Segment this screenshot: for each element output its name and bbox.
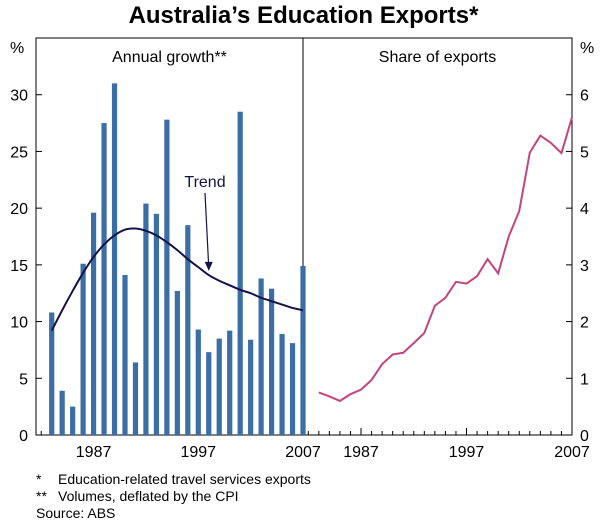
left-x-tick-label: 1997 <box>180 444 216 461</box>
growth-bar <box>49 312 55 435</box>
growth-bar <box>80 263 86 435</box>
footnote-1-mark: * <box>36 471 42 487</box>
left-y-tick-label: 30 <box>10 88 28 105</box>
right-y-tick-label: 1 <box>580 371 589 388</box>
right-x-tick-label: 2007 <box>554 444 590 461</box>
growth-bar <box>111 83 118 435</box>
footnote-2: ** Volumes, deflated by the CPI <box>36 488 311 505</box>
lines-layer <box>50 117 573 403</box>
growth-bar <box>248 339 254 435</box>
left-y-tick-label: 10 <box>10 315 28 332</box>
growth-bar <box>279 334 285 435</box>
bars-layer <box>49 83 306 436</box>
left-x-tick-label: 2007 <box>285 444 321 461</box>
source-text: Source: ABS <box>36 505 116 521</box>
left-y-tick-label: 5 <box>19 371 28 388</box>
right-y-tick-label: 6 <box>580 88 589 105</box>
growth-bar <box>216 338 222 435</box>
source-note: Source: ABS <box>36 505 311 522</box>
footnote-2-text: Volumes, deflated by the CPI <box>58 488 239 504</box>
growth-bar <box>258 278 264 435</box>
footnote-1-text: Education-related travel services export… <box>58 471 311 487</box>
left-x-tick-label: 1987 <box>76 444 112 461</box>
left-y-tick-label: 20 <box>10 201 28 218</box>
labels-layer: 0 5 10 15 20 25 30% 0 1 2 3 4 5 6% 1987 1997 2007 1987 199… <box>10 40 594 461</box>
growth-bar <box>153 213 160 435</box>
growth-bar <box>289 343 296 435</box>
left-panel-title: Annual growth** <box>112 49 227 66</box>
trend-arrow-shaft <box>204 192 210 268</box>
right-y-tick-label: 3 <box>580 258 589 275</box>
left-y-tick-label: 0 <box>19 428 28 445</box>
growth-bar <box>185 225 191 435</box>
growth-bar <box>70 406 76 435</box>
growth-bar <box>164 119 170 435</box>
chart-title: Australia’s Education Exports* <box>128 2 479 29</box>
right-y-tick-label: 0 <box>580 428 589 445</box>
left-y-tick-label: 25 <box>10 144 28 161</box>
right-x-tick-label: 1987 <box>343 444 379 461</box>
growth-bar <box>206 352 212 435</box>
growth-bar <box>122 275 128 435</box>
growth-bar <box>174 290 180 435</box>
growth-bar <box>59 390 65 435</box>
growth-bar <box>300 265 306 435</box>
growth-bar <box>195 329 201 435</box>
right-y-unit: % <box>580 40 594 57</box>
left-y-tick-label: 15 <box>10 258 28 275</box>
growth-bar <box>101 123 107 436</box>
footnotes: * Education-related travel services expor… <box>36 471 311 522</box>
footnote-1: * Education-related travel services expor… <box>36 471 311 488</box>
growth-bar <box>90 212 97 435</box>
left-y-unit: % <box>10 40 24 57</box>
footnote-2-mark: ** <box>36 488 47 504</box>
growth-bar <box>237 111 243 435</box>
growth-bar <box>227 330 233 435</box>
share-line <box>318 117 573 403</box>
right-x-tick-label: 1997 <box>449 444 485 461</box>
right-panel-title: Share of exports <box>379 49 496 66</box>
right-y-tick-label: 5 <box>580 144 589 161</box>
trend-arrow-head <box>204 261 213 271</box>
growth-bar <box>132 362 139 435</box>
trend-line <box>50 227 304 332</box>
growth-bar <box>268 288 275 435</box>
growth-bar <box>143 203 149 435</box>
right-y-tick-label: 4 <box>580 201 589 218</box>
right-y-tick-label: 2 <box>580 315 589 332</box>
trend-annotation: Trend <box>184 174 225 191</box>
